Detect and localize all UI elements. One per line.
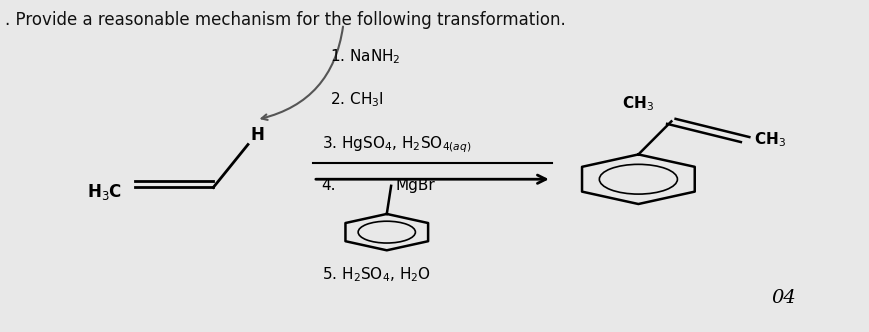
Text: CH$_3$: CH$_3$ (622, 94, 654, 113)
Text: CH$_3$: CH$_3$ (753, 130, 786, 149)
Text: 1. NaNH$_2$: 1. NaNH$_2$ (330, 47, 401, 66)
Text: 4.: 4. (322, 178, 336, 193)
Text: 04: 04 (771, 289, 796, 307)
Text: H: H (250, 125, 264, 144)
Text: . Provide a reasonable mechanism for the following transformation.: . Provide a reasonable mechanism for the… (5, 11, 566, 29)
Text: 3. HgSO$_4$, H$_2$SO$_{4(aq)}$: 3. HgSO$_4$, H$_2$SO$_{4(aq)}$ (322, 134, 471, 155)
Text: MgBr: MgBr (395, 178, 435, 193)
Text: H$_3$C: H$_3$C (88, 183, 123, 203)
Text: 5. H$_2$SO$_4$, H$_2$O: 5. H$_2$SO$_4$, H$_2$O (322, 266, 431, 285)
Text: 2. CH$_3$I: 2. CH$_3$I (330, 91, 384, 109)
